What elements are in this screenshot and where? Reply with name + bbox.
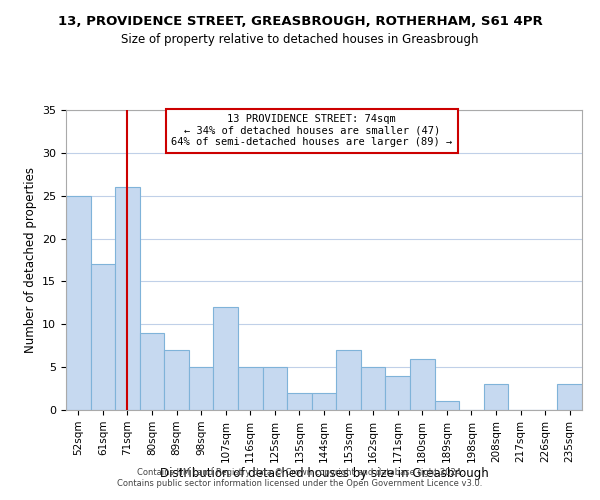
Y-axis label: Number of detached properties: Number of detached properties — [23, 167, 37, 353]
Bar — [361, 367, 385, 410]
Bar — [140, 333, 164, 410]
Bar — [336, 350, 361, 410]
Bar — [66, 196, 91, 410]
Bar — [263, 367, 287, 410]
X-axis label: Distribution of detached houses by size in Greasbrough: Distribution of detached houses by size … — [160, 468, 488, 480]
Bar — [410, 358, 434, 410]
Bar — [434, 402, 459, 410]
Bar — [91, 264, 115, 410]
Bar — [385, 376, 410, 410]
Text: Size of property relative to detached houses in Greasbrough: Size of property relative to detached ho… — [121, 32, 479, 46]
Bar — [115, 187, 140, 410]
Bar — [164, 350, 189, 410]
Bar — [214, 307, 238, 410]
Bar — [312, 393, 336, 410]
Bar — [189, 367, 214, 410]
Text: Contains HM Land Registry data © Crown copyright and database right 2024.
Contai: Contains HM Land Registry data © Crown c… — [118, 468, 482, 487]
Text: 13, PROVIDENCE STREET, GREASBROUGH, ROTHERHAM, S61 4PR: 13, PROVIDENCE STREET, GREASBROUGH, ROTH… — [58, 15, 542, 28]
Bar — [238, 367, 263, 410]
Bar — [557, 384, 582, 410]
Bar — [287, 393, 312, 410]
Text: 13 PROVIDENCE STREET: 74sqm
← 34% of detached houses are smaller (47)
64% of sem: 13 PROVIDENCE STREET: 74sqm ← 34% of det… — [171, 114, 452, 148]
Bar — [484, 384, 508, 410]
